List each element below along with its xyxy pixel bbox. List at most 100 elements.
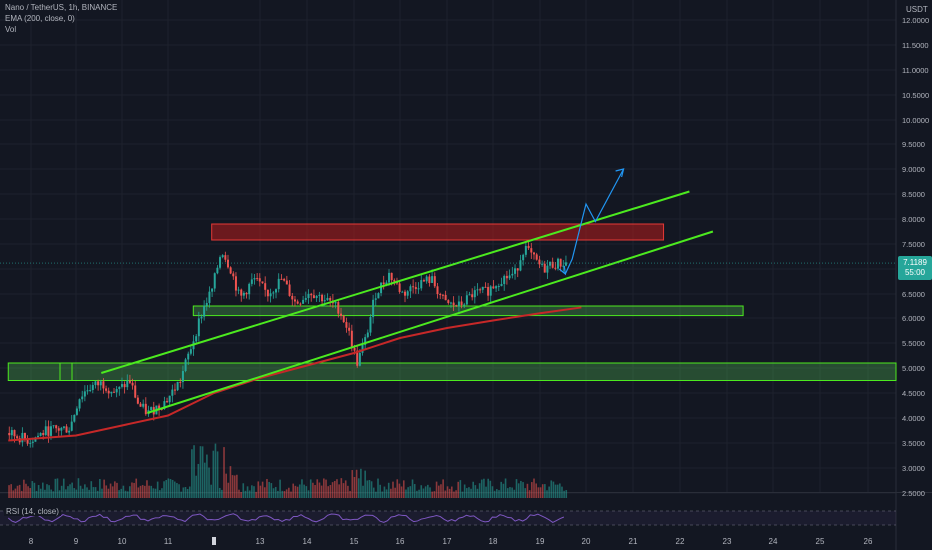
volume-bar: [20, 490, 23, 498]
volume-bar: [461, 491, 464, 498]
volume-bar: [171, 479, 174, 498]
volume-bar: [163, 481, 165, 498]
candle-body: [551, 261, 554, 268]
candle-body: [264, 283, 267, 290]
volume-bar: [195, 475, 197, 498]
candle-body: [113, 391, 116, 393]
candle-body: [449, 302, 452, 304]
candle-body: [99, 381, 102, 386]
candle-body: [447, 300, 450, 303]
volume-bar: [546, 490, 548, 498]
candle-body: [256, 278, 259, 280]
volume-bar: [118, 490, 120, 498]
volume-bar: [290, 491, 292, 498]
candle-body: [221, 255, 224, 258]
volume-bar: [135, 478, 138, 498]
volume-bar: [552, 481, 555, 498]
candle-body: [549, 261, 552, 266]
volume-bar: [409, 486, 412, 498]
candle-body: [16, 436, 19, 439]
symbol-title[interactable]: Nano / TetherUS, 1h, BINANCE: [5, 3, 118, 12]
projection-path[interactable]: [564, 168, 625, 275]
volume-bar: [344, 480, 347, 498]
volume-bar: [565, 490, 568, 498]
ema-200-line[interactable]: [8, 306, 582, 442]
candle-body: [505, 275, 508, 279]
volume-bar: [158, 490, 161, 498]
channel-trendline[interactable]: [101, 190, 690, 374]
volume-bar: [544, 484, 546, 498]
x-tick-label: 13: [256, 537, 265, 546]
volume-bar: [301, 479, 303, 498]
volume-bar: [154, 488, 157, 498]
volume-bar: [81, 488, 84, 498]
volume-bar: [364, 470, 366, 498]
volume-bar: [227, 482, 230, 498]
volume-bar: [69, 484, 71, 498]
volume-bar: [281, 490, 284, 498]
y-tick-label: 6.0000: [902, 314, 925, 323]
volume-bar: [342, 483, 345, 498]
price-tag: 7.1189 55:00: [898, 256, 932, 280]
volume-bar: [261, 481, 264, 498]
volume-bar: [65, 489, 67, 498]
candle-body: [42, 432, 45, 435]
volume-bar: [77, 478, 80, 498]
rsi-legend[interactable]: RSI (14, close): [4, 507, 61, 516]
volume-bar: [272, 488, 275, 498]
volume-bar: [178, 484, 180, 498]
volume-bar: [312, 482, 314, 498]
candle-body: [358, 352, 361, 366]
candle-body: [224, 255, 227, 260]
x-tick-label: 9: [74, 537, 79, 546]
volume-bar: [387, 482, 390, 498]
volume-bar: [42, 482, 44, 498]
volume-bar: [103, 479, 105, 498]
y-tick-label: 10.0000: [902, 116, 929, 125]
candle-body: [237, 289, 240, 291]
volume-bar: [180, 491, 183, 498]
candle-body: [564, 262, 567, 266]
volume-bar: [268, 481, 270, 498]
candle-body: [173, 389, 176, 391]
candle-body: [285, 280, 288, 285]
volume-bar: [92, 487, 95, 498]
candle-body: [530, 248, 533, 253]
support-zone[interactable]: [7, 362, 897, 381]
volume-bar: [251, 485, 253, 498]
candle-body: [562, 265, 565, 267]
candle-body: [425, 276, 428, 282]
candle-body: [404, 291, 407, 296]
volume-bar: [416, 490, 418, 498]
volume-bar: [524, 488, 527, 498]
volume-bar: [255, 491, 257, 498]
volume-bar: [277, 490, 279, 498]
volume-bar: [25, 483, 27, 498]
y-tick-label: 5.5000: [902, 339, 925, 348]
ema-legend[interactable]: EMA (200, close, 0): [5, 14, 75, 23]
volume-bar: [96, 490, 99, 498]
volume-bar: [504, 478, 507, 498]
candle-body: [269, 293, 272, 297]
candle-body: [105, 388, 108, 391]
candle-body: [195, 336, 198, 342]
candle-body: [211, 288, 214, 292]
volume-legend[interactable]: Vol: [5, 25, 17, 34]
volume-bar: [429, 487, 431, 498]
volume-bar: [216, 451, 219, 498]
volume-bar: [101, 488, 103, 498]
channel-trendline[interactable]: [146, 230, 714, 414]
volume-bar: [285, 489, 288, 498]
candle-body: [457, 301, 460, 307]
volume-bar: [398, 483, 401, 498]
candle-body: [380, 282, 383, 294]
candle-body: [200, 316, 203, 319]
candle-body: [107, 390, 110, 394]
day-marker: [212, 537, 216, 545]
candle-body: [364, 337, 367, 345]
volume-bar: [513, 489, 516, 498]
volume-bar: [294, 485, 297, 498]
candle-body: [556, 258, 559, 269]
resistance-zone[interactable]: [211, 223, 665, 241]
